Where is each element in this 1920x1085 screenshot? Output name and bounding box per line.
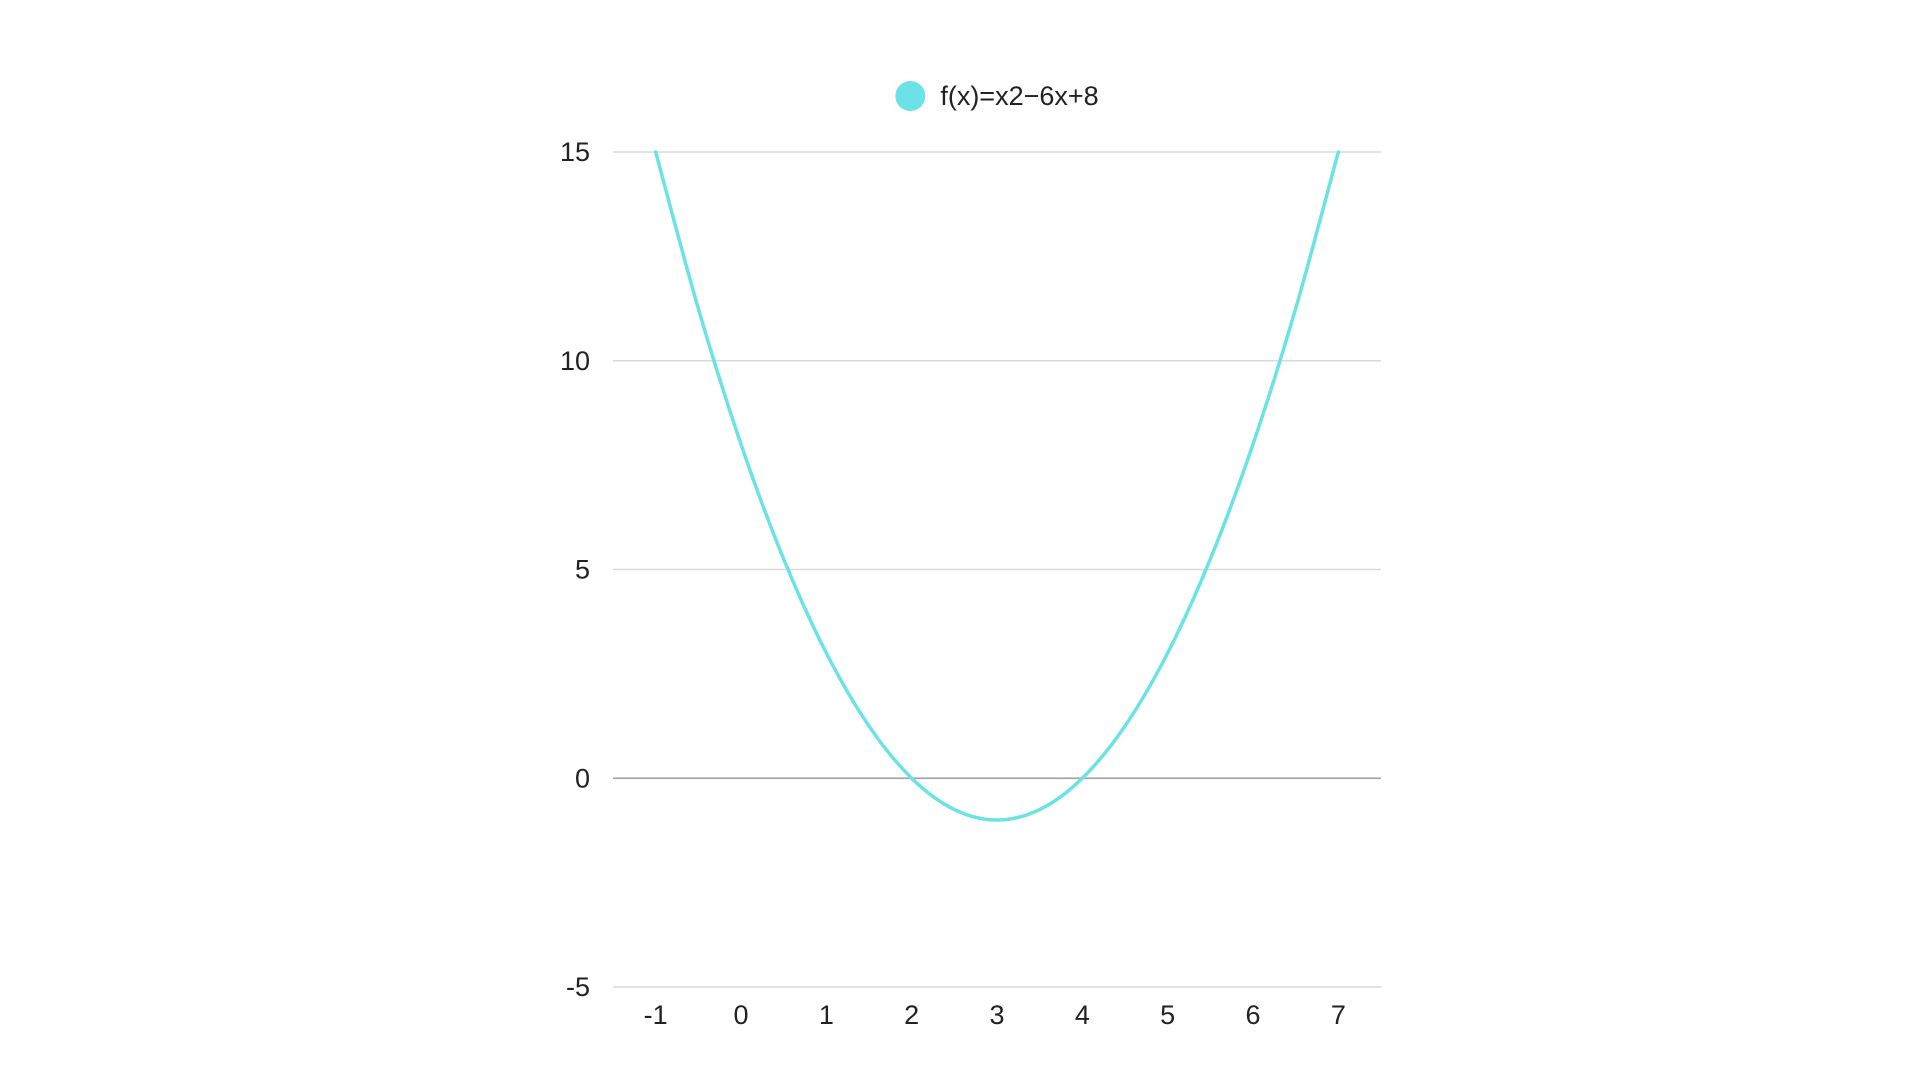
x-tick-label: 2 [904,1000,919,1030]
x-axis-tick-labels: -1 0 1 2 3 4 5 6 7 [644,1000,1346,1030]
legend-item[interactable]: f(x)=x2−6x+8 [895,81,1099,111]
x-tick-label: 1 [819,1000,834,1030]
grid-layer [613,151,1381,988]
legend[interactable]: f(x)=x2−6x+8 [895,81,1099,111]
legend-label: f(x)=x2−6x+8 [940,81,1098,111]
series-line-0 [653,150,1341,822]
y-tick-label: 15 [560,137,590,167]
x-tick-label: 3 [989,1000,1004,1030]
y-tick-label: 5 [575,555,590,585]
y-tick-label: 10 [560,346,590,376]
x-tick-label: 6 [1245,1000,1260,1030]
y-tick-label: 0 [575,763,590,793]
x-tick-label: 5 [1160,1000,1175,1030]
legend-marker-icon [895,81,926,111]
series-layer [653,150,1341,822]
x-tick-label: 7 [1331,1000,1346,1030]
x-tick-label: -1 [644,1000,668,1030]
y-axis-tick-labels: -5 0 5 10 15 [560,137,590,1002]
y-tick-label: -5 [566,972,590,1002]
x-tick-label: 4 [1075,1000,1090,1030]
x-tick-label: 0 [733,1000,748,1030]
